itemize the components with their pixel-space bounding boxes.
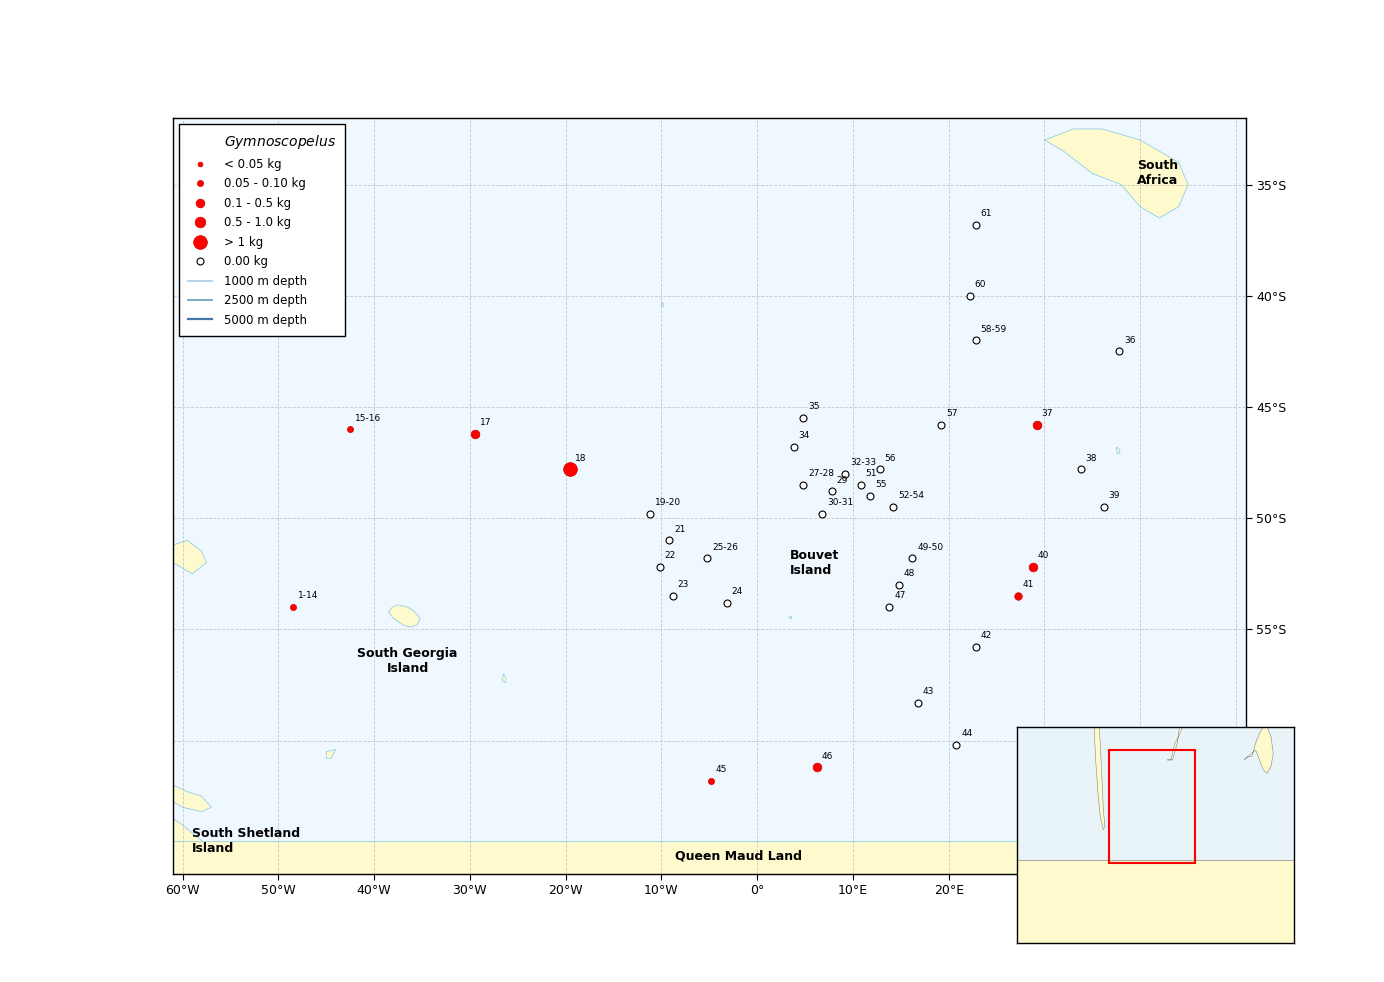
Polygon shape: [789, 616, 790, 619]
Text: 34: 34: [799, 431, 810, 440]
Text: 35: 35: [808, 403, 819, 411]
Text: 21: 21: [674, 524, 685, 534]
Polygon shape: [1167, 611, 1187, 760]
Bar: [1109, 750, 1194, 863]
Text: 30-31: 30-31: [828, 498, 854, 507]
Text: 25-26: 25-26: [713, 542, 738, 552]
Text: South Shetland
Island: South Shetland Island: [192, 827, 300, 854]
Text: 56: 56: [884, 454, 895, 463]
Polygon shape: [1117, 447, 1120, 454]
Text: 27-28: 27-28: [808, 469, 835, 478]
Text: 51: 51: [865, 469, 877, 478]
Text: 15-16: 15-16: [354, 413, 381, 422]
Polygon shape: [107, 629, 134, 656]
Polygon shape: [1244, 727, 1273, 773]
Text: 1-14: 1-14: [298, 591, 318, 600]
Polygon shape: [389, 605, 421, 627]
Polygon shape: [1092, 660, 1104, 830]
Text: 61: 61: [980, 209, 992, 218]
Text: 22: 22: [664, 552, 675, 561]
Text: 47: 47: [894, 591, 905, 600]
Polygon shape: [662, 302, 663, 307]
Text: 49-50: 49-50: [918, 542, 944, 552]
Text: Queen Maud Land: Queen Maud Land: [674, 849, 801, 863]
Text: 23: 23: [678, 580, 689, 589]
Text: Bouvet
Island: Bouvet Island: [790, 549, 839, 576]
Text: South
Africa: South Africa: [1138, 159, 1179, 188]
Text: 43: 43: [923, 687, 934, 696]
Text: 37: 37: [1042, 409, 1053, 418]
Text: 44: 44: [960, 730, 973, 738]
Polygon shape: [1045, 129, 1187, 218]
Text: 55: 55: [875, 480, 887, 489]
Polygon shape: [502, 674, 507, 682]
Text: 36: 36: [1124, 336, 1135, 345]
Text: 45: 45: [716, 765, 728, 774]
Text: 46: 46: [821, 751, 833, 761]
Text: 32-33: 32-33: [850, 458, 876, 467]
Text: 17: 17: [479, 418, 491, 427]
Polygon shape: [154, 785, 212, 812]
Polygon shape: [173, 841, 1246, 874]
Text: 41: 41: [1023, 580, 1034, 589]
Text: 39: 39: [1109, 491, 1120, 501]
Text: 48: 48: [904, 570, 915, 578]
Text: 40: 40: [1038, 552, 1049, 561]
Text: 60: 60: [974, 280, 985, 289]
Text: 24: 24: [731, 587, 743, 596]
Polygon shape: [154, 818, 298, 874]
Polygon shape: [1017, 859, 1294, 943]
Text: 57: 57: [945, 409, 958, 418]
Text: South Georgia
Island: South Georgia Island: [357, 647, 458, 676]
Polygon shape: [327, 749, 336, 758]
Text: 52-54: 52-54: [898, 491, 925, 501]
Text: 58-59: 58-59: [980, 325, 1006, 334]
Text: 38: 38: [1085, 454, 1098, 463]
Text: 19-20: 19-20: [655, 498, 681, 507]
Text: 18: 18: [576, 454, 587, 463]
Text: 29: 29: [837, 476, 848, 485]
Text: 42: 42: [980, 631, 991, 640]
Legend: $\mathit{Gymnoscopelus}$, < 0.05 kg, 0.05 - 0.10 kg, 0.1 - 0.5 kg, 0.5 - 1.0 kg,: $\mathit{Gymnoscopelus}$, < 0.05 kg, 0.0…: [179, 124, 345, 336]
Polygon shape: [173, 540, 206, 573]
